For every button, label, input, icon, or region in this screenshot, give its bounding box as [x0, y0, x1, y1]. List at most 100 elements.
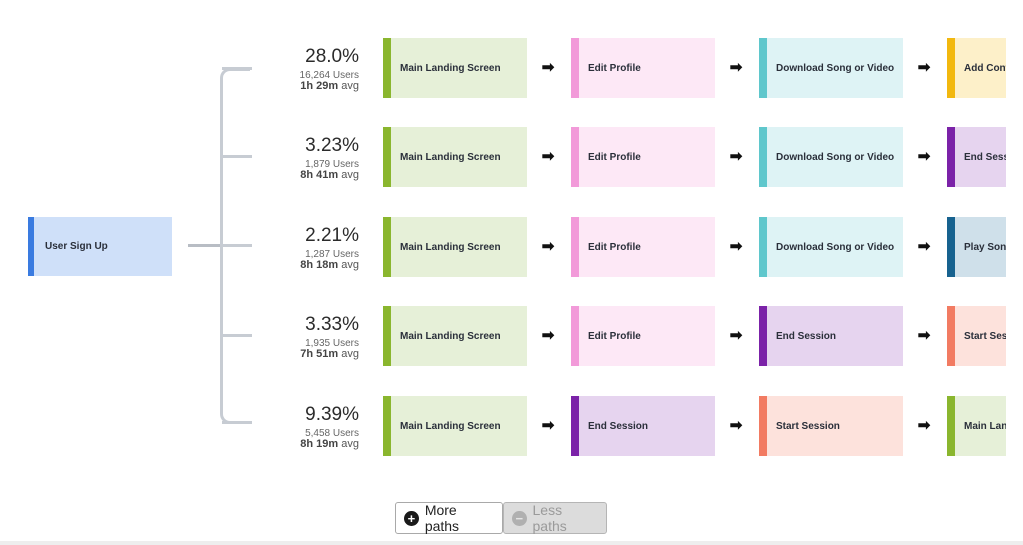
path-avg-suffix: avg: [341, 259, 359, 271]
path-row: 3.33% 1,935 Users 7h 51m avg Main Landing S…: [0, 306, 1006, 366]
path-step-label: Main Landing Screen: [964, 420, 1006, 432]
path-user-count: 1,879 Users: [305, 159, 359, 170]
arrow-right-icon: ➡: [541, 238, 555, 255]
more-paths-label: More paths: [424, 502, 460, 534]
path-avg-time: 8h 19m avg: [300, 438, 359, 450]
path-step-label: Main Landing Screen: [400, 420, 501, 432]
path-step[interactable]: Add Content: [947, 38, 1006, 98]
path-step-label: Start Session: [776, 420, 840, 432]
path-step-label: Edit Profile: [588, 62, 641, 74]
path-stats: 9.39% 5,458 Users 8h 19m avg: [262, 396, 359, 456]
root-node-label: User Sign Up: [45, 241, 108, 252]
path-percent: 9.39%: [305, 404, 359, 425]
path-avg-time: 8h 41m avg: [300, 169, 359, 181]
path-step[interactable]: Start Session: [759, 396, 903, 456]
less-paths-label: Less paths: [532, 502, 567, 534]
path-user-count: 1,287 Users: [305, 249, 359, 260]
path-avg-value: 1h 29m: [300, 80, 339, 92]
connector-tick: [222, 155, 252, 158]
arrow-right-icon: ➡: [729, 417, 743, 434]
path-avg-value: 8h 19m: [300, 438, 339, 450]
path-step[interactable]: Download Song or Video: [759, 127, 903, 187]
path-step[interactable]: Download Song or Video: [759, 217, 903, 277]
path-percent: 3.33%: [305, 314, 359, 335]
path-avg-time: 1h 29m avg: [300, 80, 359, 92]
path-step[interactable]: End Session: [947, 127, 1006, 187]
path-step[interactable]: Main Landing Screen: [383, 217, 527, 277]
arrow-right-icon: ➡: [729, 327, 743, 344]
connector-stem: [188, 244, 222, 247]
path-step-label: End Session: [964, 151, 1006, 163]
path-step[interactable]: Main Landing Screen: [383, 127, 527, 187]
path-step[interactable]: Download Song or Video: [759, 38, 903, 98]
plus-circle-icon: +: [404, 510, 419, 526]
connector-tick: [222, 421, 252, 424]
path-step-label: Download Song or Video: [776, 62, 895, 74]
path-step-label: Download Song or Video: [776, 241, 895, 253]
path-step-label: Main Landing Screen: [400, 330, 501, 342]
path-stats: 3.23% 1,879 Users 8h 41m avg: [262, 127, 359, 187]
arrow-right-icon: ➡: [917, 148, 931, 165]
more-paths-button[interactable]: + More paths: [395, 502, 503, 534]
arrow-right-icon: ➡: [917, 417, 931, 434]
path-step[interactable]: Main Landing Screen: [947, 396, 1006, 456]
root-node-user-sign-up[interactable]: User Sign Up: [28, 217, 172, 276]
connector-tick: [222, 244, 252, 247]
path-step-label: End Session: [588, 420, 649, 432]
path-step[interactable]: Play Song: [947, 217, 1006, 277]
path-avg-suffix: avg: [341, 438, 359, 450]
path-step[interactable]: Main Landing Screen: [383, 38, 527, 98]
path-row: 9.39% 5,458 Users 8h 19m avg Main Landing S…: [0, 396, 1006, 456]
path-step-label: Edit Profile: [588, 330, 641, 342]
arrow-right-icon: ➡: [917, 238, 931, 255]
bottom-divider: [0, 541, 1023, 545]
path-avg-time: 7h 51m avg: [300, 348, 359, 360]
path-row: 28.0% 16,264 Users 1h 29m avg Main Landing …: [0, 38, 1006, 98]
path-step[interactable]: Edit Profile: [571, 127, 715, 187]
path-step[interactable]: Edit Profile: [571, 306, 715, 366]
arrow-right-icon: ➡: [729, 238, 743, 255]
path-step[interactable]: End Session: [759, 306, 903, 366]
minus-circle-icon: −: [512, 510, 527, 526]
path-step-label: Add Content: [964, 62, 1006, 74]
path-avg-suffix: avg: [341, 169, 359, 181]
path-percent: 3.23%: [305, 135, 359, 156]
arrow-right-icon: ➡: [729, 59, 743, 76]
path-user-count: 16,264 Users: [299, 70, 359, 81]
path-percent: 2.21%: [305, 225, 359, 246]
path-step-label: Main Landing Screen: [400, 241, 501, 253]
path-step[interactable]: Edit Profile: [571, 217, 715, 277]
path-step-label: Download Song or Video: [776, 151, 895, 163]
path-step-label: Main Landing Screen: [400, 151, 501, 163]
path-step[interactable]: Edit Profile: [571, 38, 715, 98]
path-step[interactable]: Start Session: [947, 306, 1006, 366]
connector-tick: [222, 67, 252, 70]
path-stats: 2.21% 1,287 Users 8h 18m avg: [262, 217, 359, 277]
path-avg-value: 7h 51m: [300, 348, 339, 360]
path-percent: 28.0%: [305, 46, 359, 67]
path-avg-suffix: avg: [341, 348, 359, 360]
path-step-label: Main Landing Screen: [400, 62, 501, 74]
arrow-right-icon: ➡: [541, 59, 555, 76]
path-row: 3.23% 1,879 Users 8h 41m avg Main Landing S…: [0, 127, 1006, 187]
path-avg-suffix: avg: [341, 80, 359, 92]
less-paths-button[interactable]: − Less paths: [503, 502, 607, 534]
path-step[interactable]: Main Landing Screen: [383, 396, 527, 456]
path-row: 2.21% 1,287 Users 8h 18m avg Main Landing S…: [0, 217, 1006, 277]
arrow-right-icon: ➡: [917, 59, 931, 76]
path-stats: 28.0% 16,264 Users 1h 29m avg: [262, 38, 359, 98]
arrow-right-icon: ➡: [917, 327, 931, 344]
path-step[interactable]: End Session: [571, 396, 715, 456]
path-avg-value: 8h 41m: [300, 169, 339, 181]
path-user-count: 1,935 Users: [305, 338, 359, 349]
path-avg-value: 8h 18m: [300, 259, 339, 271]
path-avg-time: 8h 18m avg: [300, 259, 359, 271]
arrow-right-icon: ➡: [541, 148, 555, 165]
path-step-label: Edit Profile: [588, 151, 641, 163]
path-step[interactable]: Main Landing Screen: [383, 306, 527, 366]
arrow-right-icon: ➡: [541, 417, 555, 434]
connector-tick: [222, 334, 252, 337]
arrow-right-icon: ➡: [729, 148, 743, 165]
